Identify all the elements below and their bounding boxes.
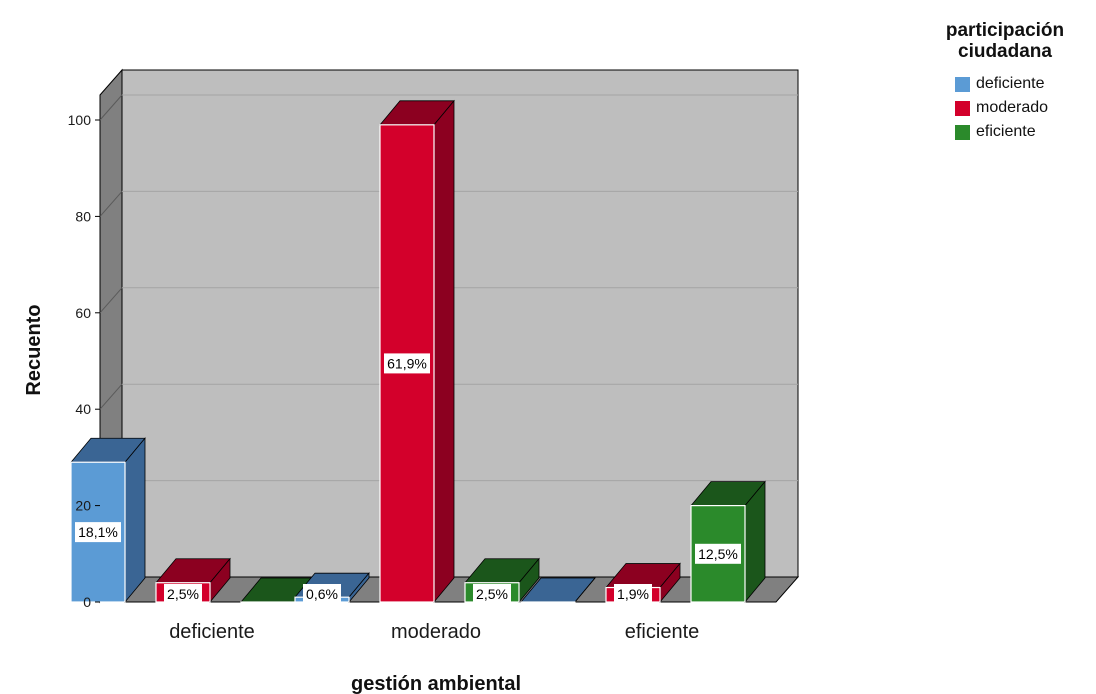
x-category-label: eficiente: [625, 621, 700, 643]
wall-gridline: [99, 191, 123, 217]
bar-1-0: 2,5%: [155, 557, 231, 604]
data-label-bg: [303, 584, 341, 604]
data-label-bg: [614, 584, 652, 604]
bar-1-2: 1,9%: [605, 562, 681, 604]
data-label: 12,5%: [698, 546, 738, 562]
data-label-bg: [473, 584, 511, 604]
bars: 18,1% 2,5% 0,6% 61,9% 2,5% 1,9% 12,5%: [70, 99, 766, 604]
y-tick-labels: 0 20 40 60 80 100: [68, 112, 100, 610]
data-label: 2,5%: [476, 586, 508, 602]
bar-side: [433, 99, 455, 604]
data-label: 18,1%: [78, 524, 118, 540]
y-tick-label: 0: [83, 594, 91, 610]
legend-label: deficiente: [976, 75, 1045, 92]
wall-gridline: [99, 94, 123, 121]
bar-front: [240, 601, 296, 604]
y-axis-title: Recuento: [23, 304, 45, 395]
legend-title: participación ciudadana: [945, 20, 1065, 62]
bar-side: [574, 577, 596, 603]
y-tick-label: 60: [75, 305, 91, 321]
data-label-bg: [75, 522, 121, 543]
wall-gridline: [99, 383, 123, 410]
bar-1-1: 61,9%: [379, 99, 455, 604]
y-tick-label: 80: [75, 208, 91, 224]
bar-side: [124, 437, 146, 604]
data-label-bg: [164, 584, 202, 604]
legend-label: eficiente: [976, 123, 1036, 140]
legend-swatch: [955, 124, 970, 140]
data-label-bg: [384, 353, 430, 374]
y-tick-label: 40: [75, 401, 91, 417]
bar-front: [520, 601, 576, 604]
x-category-label: deficiente: [169, 621, 255, 643]
bar-0-0: 18,1%: [70, 437, 146, 604]
y-tick-label: 100: [68, 112, 92, 128]
legend: participación ciudadana deficiente modera…: [920, 20, 1090, 144]
data-label-bg: [695, 543, 741, 564]
x-axis-title: gestión ambiental: [351, 673, 521, 694]
data-label: 2,5%: [167, 586, 199, 602]
wall-gridline: [99, 287, 123, 314]
bar-2-1: 2,5%: [464, 557, 540, 604]
data-label: 0,6%: [306, 586, 338, 602]
legend-item: eficiente: [955, 120, 1090, 144]
data-label: 1,9%: [617, 586, 649, 602]
y-tick-label: 20: [75, 498, 91, 514]
x-category-labels: deficiente moderado eficiente: [169, 621, 699, 643]
legend-items: deficiente moderado eficiente: [955, 72, 1090, 144]
legend-swatch: [955, 76, 970, 92]
data-label: 61,9%: [387, 355, 427, 371]
legend-item: moderado: [955, 96, 1090, 120]
legend-swatch: [955, 100, 970, 116]
legend-item: deficiente: [955, 72, 1090, 96]
back-wall: [121, 69, 799, 578]
bar-0-1: 0,6%: [294, 572, 370, 604]
x-category-label: moderado: [391, 621, 481, 643]
bar-2-2: 12,5%: [690, 480, 766, 604]
legend-label: moderado: [976, 99, 1049, 116]
bar-0-2: [520, 577, 596, 604]
